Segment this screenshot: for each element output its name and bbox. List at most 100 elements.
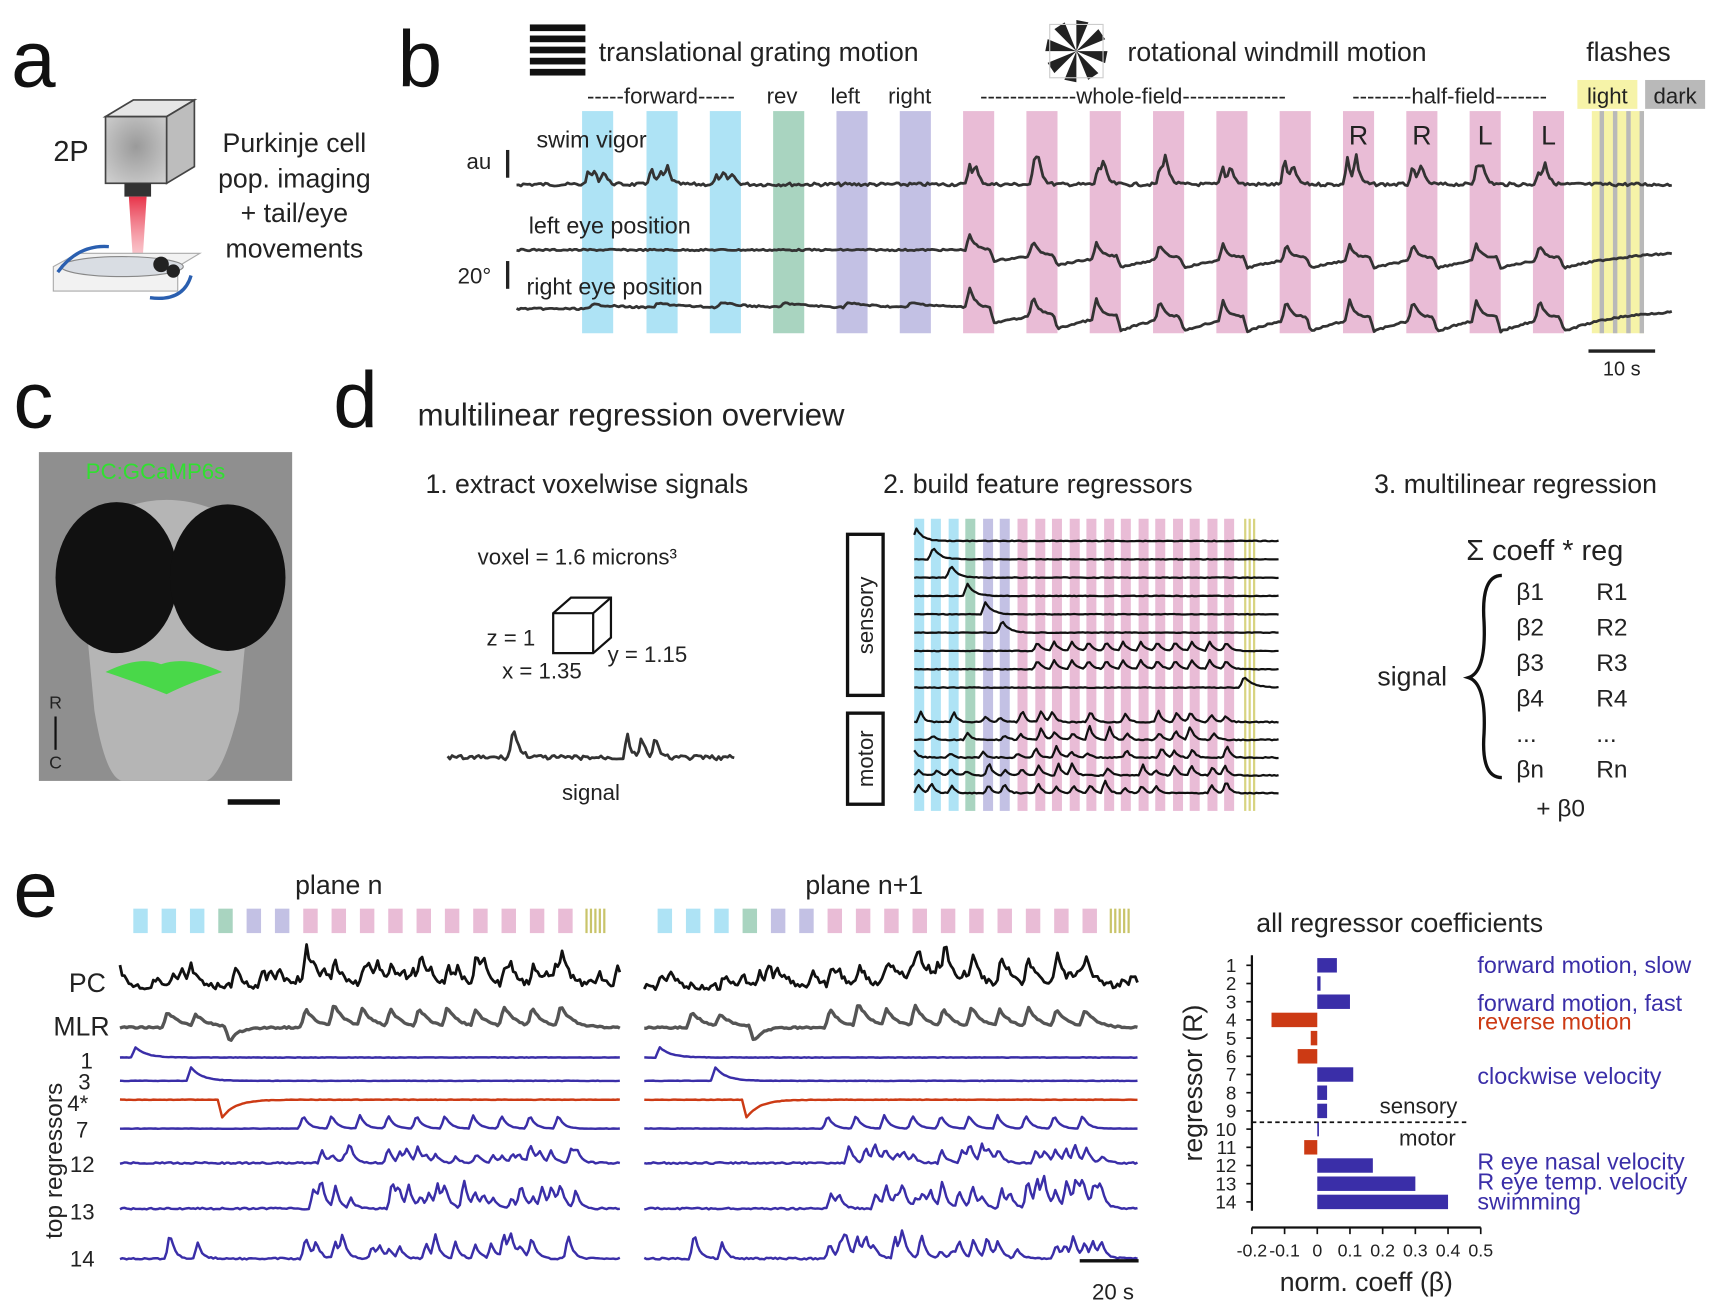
- label: + tail/eye: [241, 198, 348, 228]
- regressor-trace: [913, 744, 1279, 760]
- label: au: [467, 149, 492, 174]
- y-tick-label: 9: [1226, 1102, 1236, 1123]
- panel-label: e: [13, 844, 57, 933]
- y-tick-label: 12: [1215, 1156, 1236, 1177]
- stimulus-block: [501, 908, 516, 934]
- regressor-trace: [643, 1142, 1139, 1166]
- annotation: R eye temp. velocity: [1477, 1169, 1687, 1195]
- regressor-trace: [913, 779, 1279, 795]
- label: Purkinje cell: [223, 128, 367, 158]
- flash-dark: [1599, 111, 1605, 334]
- bar: [1317, 976, 1321, 991]
- stimulus-block: [912, 908, 927, 934]
- label: z = 1: [487, 625, 536, 650]
- right-eye-trace: [515, 286, 1673, 334]
- flash-dark: [1639, 111, 1645, 334]
- label: R2: [1596, 614, 1627, 641]
- bar: [1317, 1103, 1328, 1119]
- stimulus-block: [827, 908, 843, 934]
- annotation: forward motion, fast: [1477, 990, 1682, 1016]
- stimulus-block: [218, 908, 233, 934]
- stimulus-band: [709, 111, 741, 334]
- label: + β0: [1536, 795, 1585, 822]
- stimulus-block: [303, 908, 318, 934]
- label: motor: [853, 730, 878, 787]
- laser-beam: [128, 196, 147, 267]
- left-eye-trace: [516, 233, 1673, 270]
- label: 2P: [53, 136, 88, 168]
- stimulus-block: [742, 908, 758, 934]
- stimulus-band: [1279, 111, 1311, 334]
- stimulus-band: [1026, 111, 1058, 334]
- regressor-trace: [913, 527, 1279, 543]
- label: signal: [1377, 661, 1447, 691]
- annotation: R eye nasal velocity: [1477, 1149, 1685, 1175]
- label: R: [1412, 120, 1431, 150]
- label: sensory: [1380, 1093, 1459, 1118]
- label: x = 1.35: [502, 659, 582, 684]
- stimulus-band: [1089, 111, 1121, 334]
- label: R: [1349, 120, 1368, 150]
- regressor-trace: [644, 1174, 1138, 1211]
- annotation: reverse motion: [1477, 1009, 1631, 1035]
- regressor-trace: [914, 547, 1279, 561]
- label: left eye position: [529, 212, 691, 238]
- windmill-icon: [1076, 29, 1106, 52]
- stimulus-block: [331, 908, 347, 934]
- stimulus-band: [1216, 111, 1248, 334]
- flash-dark: [1626, 111, 1631, 334]
- label: 10 s: [1603, 358, 1641, 380]
- bar: [1317, 1121, 1319, 1137]
- label: --------half-field-------: [1352, 83, 1547, 108]
- annotation: forward motion, slow: [1477, 952, 1691, 978]
- stimulus-band: [948, 518, 959, 811]
- flash-block: [594, 908, 597, 934]
- label: rev: [767, 83, 799, 108]
- bar: [1317, 1085, 1328, 1100]
- stimulus-band: [836, 111, 868, 334]
- stimulus-block: [161, 908, 177, 934]
- y-tick-label: 1: [1226, 956, 1236, 977]
- bar: [1310, 1030, 1318, 1046]
- panel-label: a: [11, 15, 56, 104]
- regressor-trace: [644, 1046, 1138, 1059]
- mlr-trace: [119, 1004, 621, 1042]
- label: right: [888, 83, 931, 108]
- x-tick-label: 0.2: [1370, 1240, 1395, 1260]
- label: top regressors: [41, 1083, 68, 1239]
- voxel-signal: [446, 730, 735, 762]
- stimulus-band: [914, 518, 925, 811]
- label: plane n+1: [805, 870, 923, 900]
- label: Σ coeff * reg: [1466, 535, 1623, 567]
- label: light: [1587, 83, 1628, 108]
- regressor-trace: [914, 676, 1279, 690]
- windmill-icon: [1045, 39, 1077, 52]
- stimulus-block: [770, 908, 786, 934]
- label: MLR: [53, 1011, 109, 1041]
- grating-icon: [529, 35, 586, 43]
- tail-arrow: [56, 244, 109, 274]
- y-tick-label: 4: [1226, 1011, 1236, 1032]
- label: y = 1.15: [608, 642, 688, 667]
- group-box: [845, 532, 885, 698]
- swim-trace: [516, 153, 1673, 188]
- regressor-trace: [119, 1066, 620, 1083]
- stimulus-band: [582, 111, 614, 334]
- stimulus-block: [969, 908, 984, 934]
- pc-trace: [118, 943, 622, 991]
- label: L: [1541, 120, 1556, 150]
- regressor-trace: [914, 582, 1279, 598]
- y-tick-label: 11: [1217, 1138, 1237, 1159]
- annotation: swimming: [1477, 1189, 1581, 1215]
- label: L: [1478, 120, 1493, 150]
- label: motor: [1399, 1126, 1456, 1151]
- stimulus-band: [1017, 518, 1028, 811]
- label: -------------whole-field--------------: [980, 83, 1286, 108]
- stimulus-band: [773, 111, 805, 334]
- bar: [1271, 1012, 1318, 1028]
- y-tick-label: 10: [1215, 1120, 1236, 1141]
- x-tick-label: 0.1: [1338, 1240, 1363, 1260]
- label: regressor (R): [1178, 1005, 1208, 1162]
- eye: [169, 504, 286, 651]
